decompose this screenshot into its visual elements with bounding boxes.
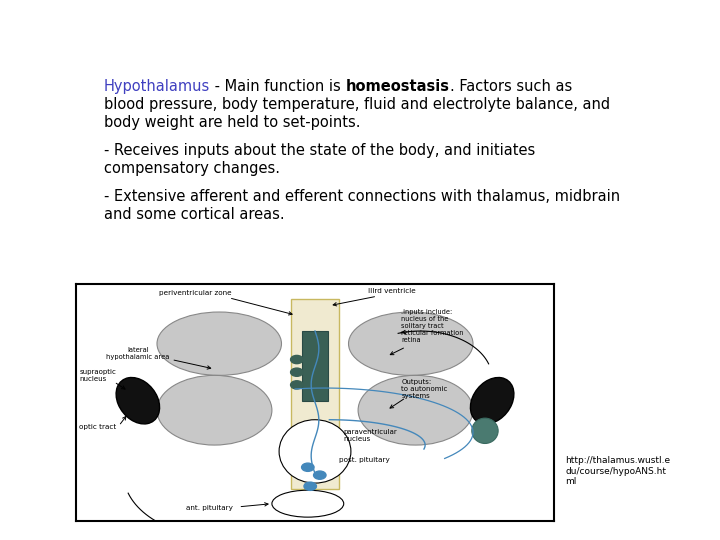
Text: .inputs include:
nucleus of the
solitary tract
reticular formation
retina: .inputs include: nucleus of the solitary… xyxy=(401,309,464,343)
Text: compensatory changes.: compensatory changes. xyxy=(104,161,280,176)
Polygon shape xyxy=(291,299,339,489)
Text: paraventricular
nucleus: paraventricular nucleus xyxy=(343,429,397,442)
Ellipse shape xyxy=(157,312,282,375)
Text: http://thalamus.wustl.e
du/course/hypoANS.ht
ml: http://thalamus.wustl.e du/course/hypoAN… xyxy=(565,456,670,486)
Ellipse shape xyxy=(470,377,514,424)
Ellipse shape xyxy=(157,375,272,445)
Ellipse shape xyxy=(272,490,343,517)
Text: Hypothalamus: Hypothalamus xyxy=(104,79,210,94)
Text: periventricular zone: periventricular zone xyxy=(159,289,232,295)
Text: IIIrd ventricle: IIIrd ventricle xyxy=(368,288,415,294)
Ellipse shape xyxy=(358,375,473,445)
Circle shape xyxy=(314,471,326,480)
Circle shape xyxy=(291,368,303,376)
Text: . Factors such as: . Factors such as xyxy=(449,79,572,94)
Text: - Extensive afferent and efferent connections with thalamus, midbrain: - Extensive afferent and efferent connec… xyxy=(104,190,620,205)
Ellipse shape xyxy=(279,420,351,483)
Text: blood pressure, body temperature, fluid and electrolyte balance, and: blood pressure, body temperature, fluid … xyxy=(104,97,610,112)
Text: - Receives inputs about the state of the body, and initiates: - Receives inputs about the state of the… xyxy=(104,143,535,158)
Circle shape xyxy=(291,355,303,363)
Text: ant. pituitary: ant. pituitary xyxy=(186,505,233,511)
Ellipse shape xyxy=(472,418,498,443)
Ellipse shape xyxy=(348,312,473,375)
Circle shape xyxy=(291,381,303,389)
Text: homeostasis: homeostasis xyxy=(346,79,449,94)
Text: and some cortical areas.: and some cortical areas. xyxy=(104,207,284,222)
Polygon shape xyxy=(302,331,328,401)
Text: Outputs:
to autonomic
systems: Outputs: to autonomic systems xyxy=(401,379,448,399)
Ellipse shape xyxy=(116,377,160,424)
Circle shape xyxy=(304,482,316,490)
Text: supraoptic
nucleus: supraoptic nucleus xyxy=(79,369,117,382)
Circle shape xyxy=(302,463,314,471)
Text: post. pituitary: post. pituitary xyxy=(339,457,390,463)
Text: lateral
hypothalamic area: lateral hypothalamic area xyxy=(106,347,169,360)
Text: - Main function is: - Main function is xyxy=(210,79,346,94)
Text: optic tract: optic tract xyxy=(79,424,117,430)
Text: body weight are held to set-points.: body weight are held to set-points. xyxy=(104,115,361,130)
